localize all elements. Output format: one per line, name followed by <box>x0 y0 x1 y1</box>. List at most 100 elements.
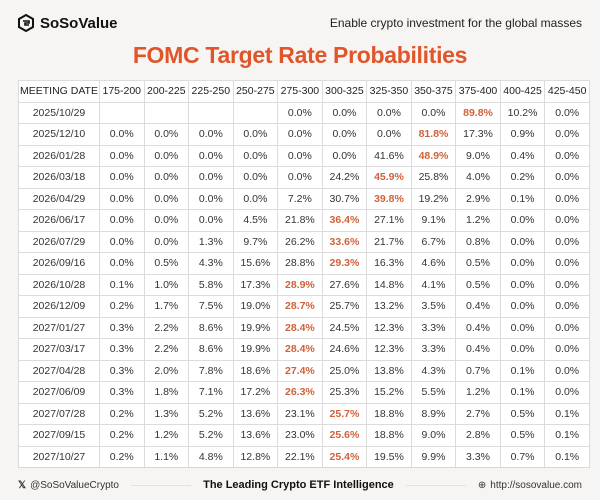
probability-cell: 41.6% <box>366 144 412 167</box>
probability-cell-highest: 28.7% <box>277 295 323 318</box>
probability-cell-highest: 36.4% <box>321 209 368 232</box>
table-row: 2027/07/28 0.2% 1.3% 5.2% 13.6% 23.1% 25.7% 18.… <box>18 402 590 425</box>
probability-cell: 0.0% <box>232 166 279 189</box>
probability-cell: 19.9% <box>232 338 279 361</box>
probability-cell: 7.5% <box>188 295 234 318</box>
probability-cell: 4.3% <box>410 359 457 382</box>
probability-cell-highest: 28.9% <box>277 273 323 296</box>
probability-cell: 0.5% <box>143 252 190 275</box>
probability-cell: 0.2% <box>99 402 145 425</box>
probability-cell: 23.1% <box>277 402 323 425</box>
probability-cell: 21.7% <box>366 230 412 253</box>
table-row: 2026/12/09 0.2% 1.7% 7.5% 19.0% 28.7% 25.7% 13.… <box>18 295 590 318</box>
divider <box>18 467 582 468</box>
probability-cell: 0.0% <box>321 101 368 124</box>
column-header-rate: 400-425 <box>499 80 546 103</box>
probability-cell: 0.1% <box>544 402 590 425</box>
probability-cell: 1.1% <box>143 445 190 468</box>
probability-cell <box>188 101 234 124</box>
probability-cell <box>99 101 145 124</box>
probability-cell: 0.7% <box>455 359 501 382</box>
column-header-rate: 325-350 <box>366 80 412 103</box>
probability-cell: 2.7% <box>455 402 501 425</box>
probability-cell: 5.2% <box>188 424 234 447</box>
probability-cell: 17.3% <box>232 273 279 296</box>
meeting-date-cell: 2027/01/27 <box>18 316 100 339</box>
probability-cell-highest: 28.4% <box>277 338 323 361</box>
probability-cell: 0.2% <box>499 166 546 189</box>
probability-cell: 0.2% <box>99 445 145 468</box>
probability-cell: 0.0% <box>544 230 590 253</box>
probability-cell-highest: 25.7% <box>321 402 368 425</box>
probability-cell: 19.9% <box>232 316 279 339</box>
meeting-date-cell: 2026/06/17 <box>18 209 100 232</box>
footer-website[interactable]: ⊕ http://sosovalue.com <box>478 480 582 491</box>
probability-cell-highest: 39.8% <box>366 187 412 210</box>
probability-cell: 0.3% <box>99 381 145 404</box>
probability-cell: 0.0% <box>544 381 590 404</box>
probability-cell: 7.8% <box>188 359 234 382</box>
probability-cell: 0.0% <box>99 230 145 253</box>
probability-cell: 4.6% <box>410 252 457 275</box>
probability-cell: 0.8% <box>455 230 501 253</box>
probability-cell: 8.9% <box>410 402 457 425</box>
probability-cell: 2.8% <box>455 424 501 447</box>
sosovalue-logo-icon <box>18 14 34 32</box>
column-header-rate: 375-400 <box>455 80 501 103</box>
probability-cell: 25.7% <box>321 295 368 318</box>
probability-cell-highest: 33.6% <box>321 230 368 253</box>
table-row: 2027/09/15 0.2% 1.2% 5.2% 13.6% 23.0% 25.6% 18.… <box>18 424 590 447</box>
probability-cell: 0.0% <box>277 123 323 146</box>
probability-cell: 19.2% <box>410 187 457 210</box>
probability-cell: 0.0% <box>277 101 323 124</box>
probability-cell: 2.2% <box>143 338 190 361</box>
probability-cell: 0.4% <box>455 295 501 318</box>
probability-cell: 0.3% <box>99 359 145 382</box>
probability-cell: 0.0% <box>232 144 279 167</box>
table-row: 2026/06/17 0.0% 0.0% 0.0% 4.5% 21.8% 36.4% 27.1… <box>18 209 590 232</box>
probability-cell: 0.0% <box>143 230 190 253</box>
probability-cell: 19.5% <box>366 445 412 468</box>
probability-cell <box>143 101 190 124</box>
probability-cell: 2.0% <box>143 359 190 382</box>
probability-cell: 13.6% <box>232 402 279 425</box>
probability-cell: 15.6% <box>232 252 279 275</box>
probability-cell: 0.0% <box>99 187 145 210</box>
probability-cell: 5.5% <box>410 381 457 404</box>
column-header-rate: 350-375 <box>410 80 457 103</box>
probability-cell: 0.0% <box>321 123 368 146</box>
probability-cell: 21.8% <box>277 209 323 232</box>
probability-cell: 13.6% <box>232 424 279 447</box>
column-header-rate: 225-250 <box>188 80 234 103</box>
footer: 𝕏 @SoSoValueCrypto The Leading Crypto ET… <box>18 475 582 495</box>
table-row: 2025/10/29 0.0% 0.0% 0.0% 0.0% 89.8% 10.2% 0.0% <box>18 101 590 124</box>
table-row: 2026/10/28 0.1% 1.0% 5.8% 17.3% 28.9% 27.6% 14.… <box>18 273 590 296</box>
probability-cell: 1.2% <box>143 424 190 447</box>
brand-name: SoSoValue <box>40 14 118 32</box>
probability-cell: 0.1% <box>544 445 590 468</box>
probability-cell: 0.0% <box>277 144 323 167</box>
column-header-meeting-date: MEETING DATE <box>18 80 100 103</box>
probability-cell: 0.0% <box>544 316 590 339</box>
probability-cell: 6.7% <box>410 230 457 253</box>
probability-cell: 27.1% <box>366 209 412 232</box>
meeting-date-cell: 2026/04/29 <box>18 187 100 210</box>
twitter-handle: @SoSoValueCrypto <box>30 479 119 491</box>
probability-cell: 13.8% <box>366 359 412 382</box>
column-header-rate: 200-225 <box>143 80 190 103</box>
probability-cell: 4.3% <box>188 252 234 275</box>
probability-cell: 0.0% <box>544 209 590 232</box>
probability-cell: 28.8% <box>277 252 323 275</box>
table-row: 2027/10/27 0.2% 1.1% 4.8% 12.8% 22.1% 25.4% 19.… <box>18 445 590 468</box>
probability-cell: 8.6% <box>188 338 234 361</box>
probability-cell: 9.0% <box>455 144 501 167</box>
probability-cell: 0.0% <box>99 166 145 189</box>
table-row: 2026/09/16 0.0% 0.5% 4.3% 15.6% 28.8% 29.3% 16.… <box>18 252 590 275</box>
probability-cell: 3.5% <box>410 295 457 318</box>
probability-cell: 0.0% <box>544 144 590 167</box>
table-row: 2026/01/28 0.0% 0.0% 0.0% 0.0% 0.0% 0.0% 41.6% 4… <box>18 144 590 167</box>
table-row: 2027/06/09 0.3% 1.8% 7.1% 17.2% 26.3% 25.3% 15.… <box>18 381 590 404</box>
probability-cell: 1.2% <box>455 209 501 232</box>
divider <box>130 484 192 486</box>
footer-twitter[interactable]: 𝕏 @SoSoValueCrypto <box>18 480 119 491</box>
